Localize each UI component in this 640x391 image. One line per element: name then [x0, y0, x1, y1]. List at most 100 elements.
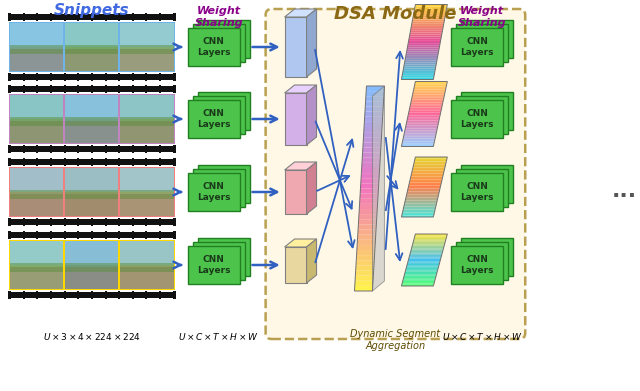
Polygon shape: [412, 22, 444, 23]
Polygon shape: [355, 271, 374, 276]
Polygon shape: [403, 66, 436, 68]
Bar: [79, 165, 91, 166]
Polygon shape: [404, 132, 436, 133]
Bar: [52, 13, 63, 14]
Bar: [10, 49, 63, 71]
Polygon shape: [404, 133, 436, 135]
Polygon shape: [410, 34, 442, 36]
Polygon shape: [363, 142, 381, 147]
Bar: [38, 85, 50, 86]
Polygon shape: [413, 240, 445, 242]
Polygon shape: [413, 12, 446, 14]
Bar: [79, 20, 91, 21]
Polygon shape: [405, 199, 438, 201]
Bar: [65, 95, 118, 143]
Polygon shape: [412, 172, 444, 174]
Polygon shape: [408, 261, 440, 263]
Bar: [52, 291, 63, 292]
Bar: [10, 117, 63, 126]
Bar: [8, 239, 176, 291]
Bar: [147, 238, 159, 239]
Polygon shape: [411, 99, 444, 101]
Bar: [65, 298, 77, 299]
Polygon shape: [415, 158, 447, 160]
Bar: [11, 80, 22, 81]
Bar: [65, 168, 118, 192]
Polygon shape: [409, 109, 442, 111]
Polygon shape: [285, 17, 307, 77]
Bar: [10, 168, 63, 216]
Text: $U\times C\times T\times H\times W$: $U\times C\times T\times H\times W$: [442, 330, 522, 341]
Bar: [52, 92, 63, 93]
Polygon shape: [413, 165, 445, 166]
Polygon shape: [356, 255, 374, 260]
Polygon shape: [408, 260, 440, 261]
Bar: [147, 165, 159, 166]
Polygon shape: [356, 260, 374, 265]
Polygon shape: [412, 244, 445, 246]
Polygon shape: [414, 10, 446, 12]
Bar: [93, 20, 104, 21]
Polygon shape: [404, 63, 436, 65]
Polygon shape: [403, 70, 435, 72]
Bar: [52, 152, 63, 153]
Bar: [10, 263, 63, 272]
Bar: [8, 145, 176, 153]
Text: DSA Module: DSA Module: [334, 5, 457, 23]
Text: CNN
Layers: CNN Layers: [197, 255, 230, 275]
Bar: [8, 231, 176, 239]
Text: $U\times3\times4\times224\times224$: $U\times3\times4\times224\times224$: [43, 330, 141, 341]
Polygon shape: [404, 273, 437, 274]
Bar: [9, 94, 64, 144]
Polygon shape: [403, 135, 436, 137]
Polygon shape: [410, 179, 442, 181]
Polygon shape: [408, 188, 440, 190]
Bar: [106, 80, 118, 81]
Bar: [65, 218, 77, 219]
Bar: [24, 298, 36, 299]
Bar: [120, 298, 132, 299]
Bar: [38, 291, 50, 292]
Polygon shape: [406, 53, 438, 55]
Polygon shape: [285, 9, 317, 17]
Polygon shape: [358, 214, 377, 219]
Bar: [10, 241, 63, 289]
Polygon shape: [364, 127, 382, 132]
FancyBboxPatch shape: [193, 169, 244, 207]
FancyBboxPatch shape: [461, 20, 513, 58]
Polygon shape: [358, 219, 377, 224]
Polygon shape: [403, 138, 435, 140]
Bar: [161, 231, 173, 232]
Polygon shape: [413, 18, 445, 20]
Bar: [79, 13, 91, 14]
Bar: [8, 291, 176, 299]
Bar: [106, 225, 118, 226]
Bar: [120, 190, 173, 199]
Polygon shape: [372, 86, 385, 291]
Bar: [79, 231, 91, 232]
Polygon shape: [409, 38, 441, 40]
Text: CNN
Layers: CNN Layers: [461, 182, 494, 202]
Polygon shape: [410, 253, 442, 255]
Bar: [134, 291, 145, 292]
Bar: [106, 145, 118, 146]
FancyBboxPatch shape: [456, 242, 508, 280]
Bar: [120, 49, 173, 71]
Bar: [134, 152, 145, 153]
Bar: [147, 85, 159, 86]
Bar: [38, 165, 50, 166]
Bar: [65, 95, 118, 119]
Polygon shape: [410, 251, 443, 252]
FancyBboxPatch shape: [188, 246, 239, 284]
Bar: [93, 291, 104, 292]
Polygon shape: [403, 210, 435, 211]
Bar: [65, 145, 77, 146]
Bar: [120, 13, 132, 14]
Polygon shape: [285, 170, 307, 214]
Bar: [120, 267, 173, 289]
Polygon shape: [402, 76, 434, 78]
Polygon shape: [401, 78, 434, 79]
Bar: [11, 218, 22, 219]
Bar: [65, 238, 77, 239]
Bar: [120, 291, 132, 292]
